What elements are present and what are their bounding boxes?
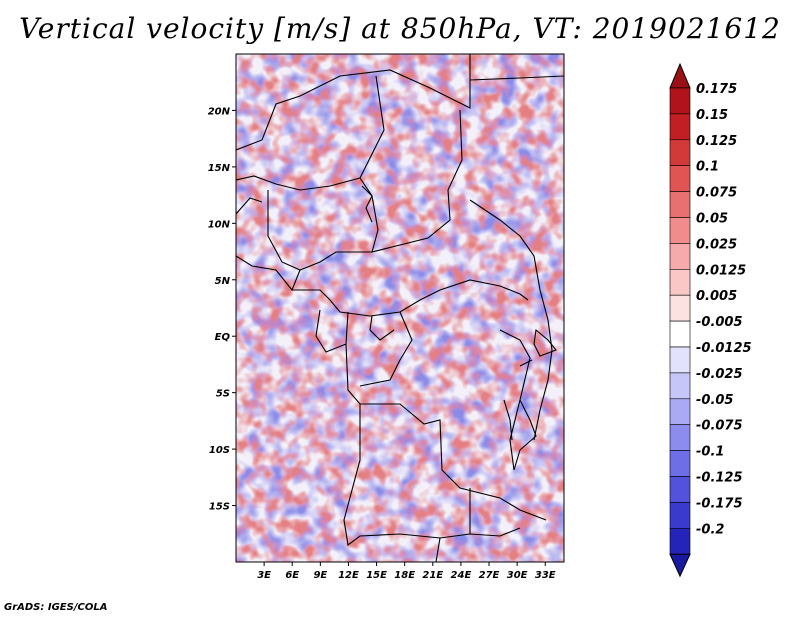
- colorbar-label: 0.0125: [696, 263, 746, 278]
- colorbar-swatch: [669, 424, 691, 451]
- map-field: [235, 53, 565, 563]
- lat-tick-label: 5S: [216, 389, 230, 400]
- lon-tick-label: 3E: [257, 570, 271, 581]
- lon-tick-label: 21E: [422, 570, 443, 581]
- colorbar-top-arrow: [669, 62, 691, 89]
- colorbar-label: 0.15: [696, 108, 728, 123]
- colorbar-swatch: [669, 87, 691, 115]
- lat-tick-label: EQ: [215, 332, 231, 343]
- map-frame: [235, 53, 565, 563]
- grads-credit: GrADS: IGES/COLA: [4, 602, 108, 613]
- latitude-axis: 20N 15N 10N 5N EQ 5S 10S 15S: [208, 106, 236, 513]
- colorbar-label: 0.075: [696, 186, 737, 201]
- lat-tick-label: 15S: [209, 502, 230, 513]
- colorbar-label: 0.175: [696, 82, 737, 97]
- colorbar-swatch: [669, 398, 691, 425]
- colorbar-swatch: [669, 191, 691, 218]
- colorbar-swatch: [669, 450, 691, 477]
- colorbar-label: -0.0125: [696, 341, 752, 356]
- colorbar-label: -0.005: [696, 315, 743, 330]
- colorbar-label: -0.175: [696, 496, 743, 511]
- colorbar-swatch: [669, 217, 691, 244]
- colorbar-swatch: [669, 320, 691, 348]
- lon-tick-label: 24E: [451, 570, 472, 581]
- colorbar-label: 0.005: [696, 289, 737, 304]
- colorbar-swatch: [669, 294, 691, 322]
- colorbar-swatch: [669, 527, 691, 555]
- colorbar-label: -0.2: [696, 522, 724, 537]
- lon-tick-label: 18E: [394, 570, 415, 581]
- colorbar-label: 0.05: [696, 212, 728, 227]
- colorbar-swatch: [669, 268, 691, 296]
- colorbar-label: 0.125: [696, 134, 737, 149]
- lon-tick-label: 12E: [338, 570, 359, 581]
- map-title: Vertical velocity [m/s] at 850hPa, VT: 2…: [19, 12, 781, 45]
- colorbar-swatch: [669, 165, 691, 192]
- colorbar-swatch: [669, 372, 691, 400]
- colorbar-label: -0.05: [696, 393, 733, 408]
- colorbar-label: -0.125: [696, 471, 743, 486]
- lon-tick-label: 30E: [507, 570, 528, 581]
- lat-tick-label: 15N: [208, 163, 231, 174]
- colorbar-swatch: [669, 139, 691, 167]
- colorbar-swatch: [669, 113, 691, 141]
- colorbar-label: -0.1: [696, 445, 724, 460]
- lat-tick-label: 10S: [209, 445, 230, 456]
- colorbar-bottom-arrow: [669, 553, 691, 578]
- lon-tick-label: 33E: [535, 570, 556, 581]
- colorbar-label: 0.1: [696, 160, 719, 175]
- colorbar-label: 0.025: [696, 237, 737, 252]
- colorbar-swatch: [669, 476, 691, 503]
- colorbar-label: -0.025: [696, 367, 743, 382]
- colorbar-swatch: [669, 502, 691, 529]
- colorbar: 0.175 0.15 0.125 0.1 0.075 0.05 0.025 0.0125 0.0…: [669, 62, 752, 578]
- lat-tick-label: 5N: [215, 276, 231, 287]
- colorbar-swatch: [669, 346, 691, 374]
- lat-tick-label: 20N: [208, 106, 231, 117]
- lat-tick-label: 10N: [208, 219, 231, 230]
- country-borders: [236, 54, 564, 562]
- colorbar-swatch: [669, 243, 691, 270]
- lon-tick-label: 9E: [313, 570, 327, 581]
- longitude-axis: 3E 6E 9E 12E 15E 18E 21E 24E 27E 30E 33E: [257, 562, 556, 581]
- lon-tick-label: 6E: [285, 570, 299, 581]
- lon-tick-label: 15E: [366, 570, 387, 581]
- lon-tick-label: 27E: [479, 570, 500, 581]
- colorbar-label: -0.075: [696, 419, 743, 434]
